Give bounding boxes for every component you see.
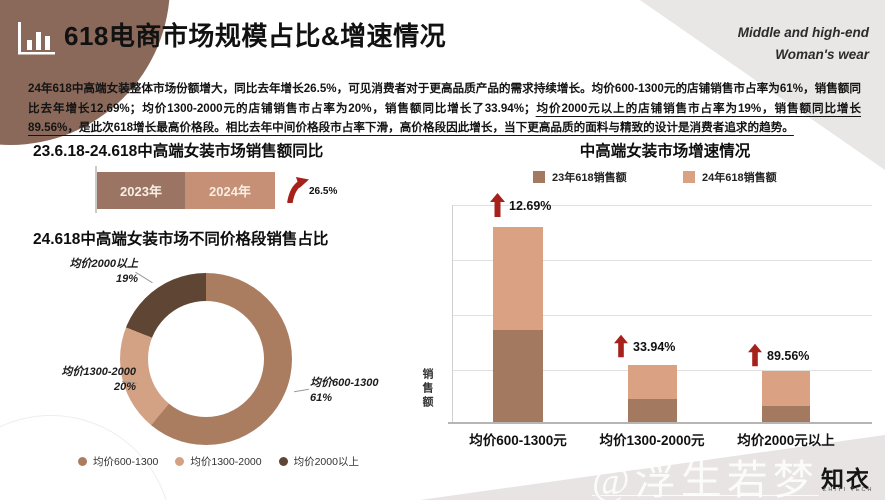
- donut-label-1300-2000-text: 均价1300-2000: [61, 366, 136, 378]
- legend-dot-icon: [78, 457, 87, 466]
- bar-seg-23: [762, 406, 810, 422]
- donut-label-1300-2000-pct: 20%: [113, 381, 136, 393]
- up-arrow-icon: [614, 334, 628, 363]
- zhiyi-logo-subtext: ZHIYI TECH: [823, 487, 874, 493]
- legend-square-icon: [533, 171, 545, 183]
- intro-text-underlined: 均价2000元以上的店铺销售市占率为19%，销售额同比增长89.56%，是此次6…: [28, 101, 862, 135]
- donut-hole: [148, 301, 264, 417]
- donut-legend-item-600-1300: 均价600-1300: [78, 454, 158, 469]
- legend-dot-icon: [278, 457, 288, 466]
- yoy-growth-value: 26.5%: [309, 186, 338, 197]
- bar-seg-23: [628, 398, 677, 422]
- category-label-2000plus: 均价2000元以上: [737, 433, 835, 448]
- legend-square-icon: [683, 171, 695, 183]
- bar-chart-icon: [16, 20, 60, 61]
- up-arrow-icon: [490, 192, 505, 223]
- growth-legend-item-23: 23年618销售额: [533, 169, 627, 185]
- category-label-1300-2000: 均价1300-2000元: [599, 433, 705, 448]
- stacked-bar-600-1300: [493, 227, 543, 422]
- gridline: [452, 205, 872, 206]
- bar-seg-23: [493, 330, 543, 422]
- donut-label-2000plus: 均价2000以上 19%: [36, 257, 138, 287]
- gridline: [452, 260, 872, 261]
- yoy-bar-2023-label: 2023年: [120, 184, 162, 199]
- donut-legend-label: 均价2000以上: [293, 456, 359, 468]
- yoy-bar-2024: 2024年: [185, 172, 275, 209]
- growth-legend-label-24: 24年618销售额: [702, 172, 777, 184]
- stacked-bar-1300-2000: [628, 365, 677, 422]
- gridline: [452, 315, 872, 316]
- stacked-bar-2000plus: [762, 371, 810, 422]
- donut-legend: 均价600-1300 均价1300-2000 均价2000以上: [78, 454, 359, 469]
- growth-value-2000plus: 89.56%: [767, 349, 810, 363]
- up-arrow-icon: [748, 343, 762, 372]
- yoy-chart-heading: 23.6.18-24.618中高端女装市场销售额同比: [33, 143, 324, 160]
- zhiyi-logo: 知衣: [821, 466, 871, 492]
- donut-legend-item-2000plus: 均价2000以上: [278, 454, 359, 469]
- page-title: 618电商市场规模占比&增速情况: [64, 21, 447, 51]
- growth-arrow-icon: [287, 177, 309, 208]
- donut-legend-label: 均价600-1300: [93, 456, 159, 468]
- donut-label-600-1300-text: 均价600-1300: [310, 377, 379, 389]
- bar-seg-24: [493, 227, 543, 331]
- donut-legend-item-1300-2000: 均价1300-2000: [175, 454, 262, 469]
- y-axis-label: 销售额: [421, 368, 433, 410]
- donut-label-2000plus-text: 均价2000以上: [69, 258, 138, 270]
- yoy-bar-2023: 2023年: [97, 172, 185, 209]
- intro-paragraph: 24年618中高端女装整体市场份额增大，同比去年增长26.5%，可见消费者对于更…: [28, 79, 861, 138]
- donut-ring: [120, 273, 292, 445]
- growth-legend-item-24: 24年618销售额: [683, 169, 777, 185]
- donut-label-600-1300: 均价600-1300 61%: [310, 376, 379, 406]
- growth-chart-title: 中高端女装市场增速情况: [579, 143, 751, 160]
- bar-seg-24: [762, 371, 810, 407]
- yoy-bar-2024-label: 2024年: [209, 184, 251, 199]
- donut-label-2000plus-pct: 19%: [115, 273, 138, 285]
- bar-seg-24: [628, 365, 677, 399]
- donut-label-600-1300-pct: 61%: [310, 392, 333, 404]
- watermark-text: @浮生若梦: [592, 457, 819, 500]
- growth-legend-label-23: 23年618销售额: [552, 172, 627, 184]
- yoy-axis-line: [95, 166, 97, 213]
- growth-value-600-1300: 12.69%: [509, 199, 552, 213]
- donut-label-1300-2000: 均价1300-2000 20%: [30, 365, 136, 395]
- growth-value-1300-2000: 33.94%: [633, 340, 676, 354]
- y-axis-line: [452, 205, 453, 422]
- category-label-600-1300: 均价600-1300元: [469, 433, 567, 448]
- x-axis-line: [448, 422, 872, 424]
- donut-legend-label: 均价1300-2000: [190, 456, 262, 468]
- donut-chart-heading: 24.618中高端女装市场不同价格段销售占比: [33, 231, 329, 248]
- tagline-line2: Woman's wear: [775, 47, 869, 62]
- leader-line-right: [294, 388, 309, 393]
- tagline: Middle and high-end Woman's wear: [738, 22, 869, 66]
- tagline-line1: Middle and high-end: [737, 25, 869, 40]
- intro-text: 24年618中高端女装整体市场份额增大，同比去年增长26.5%，可见消费者对于更…: [28, 82, 861, 115]
- legend-dot-icon: [175, 457, 185, 466]
